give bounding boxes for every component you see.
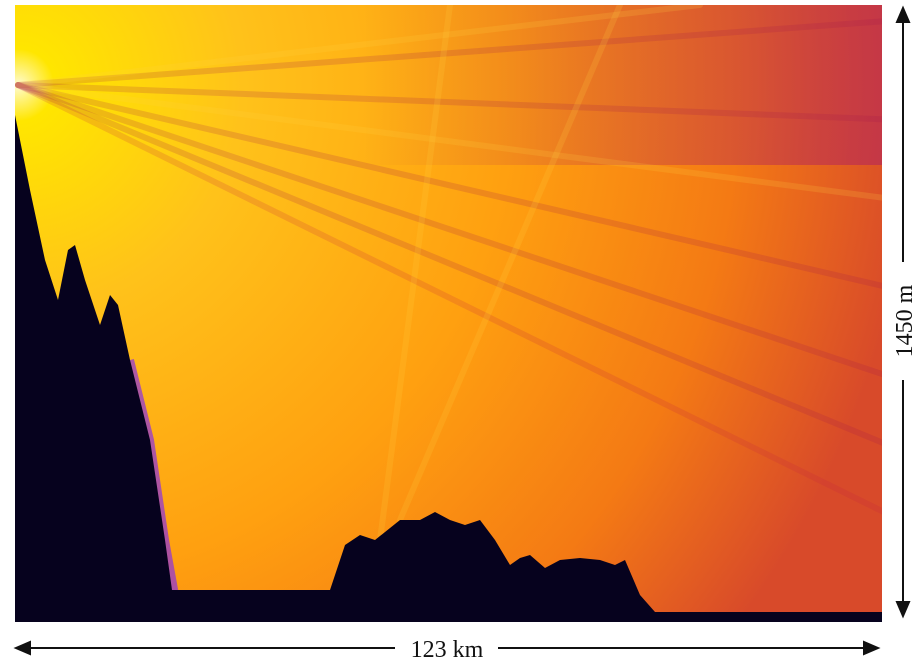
heat-map bbox=[15, 5, 900, 622]
height-label: 1450 m bbox=[892, 284, 918, 357]
figure: 123 km 1450 m bbox=[0, 0, 921, 670]
width-label: 123 km bbox=[411, 637, 484, 663]
